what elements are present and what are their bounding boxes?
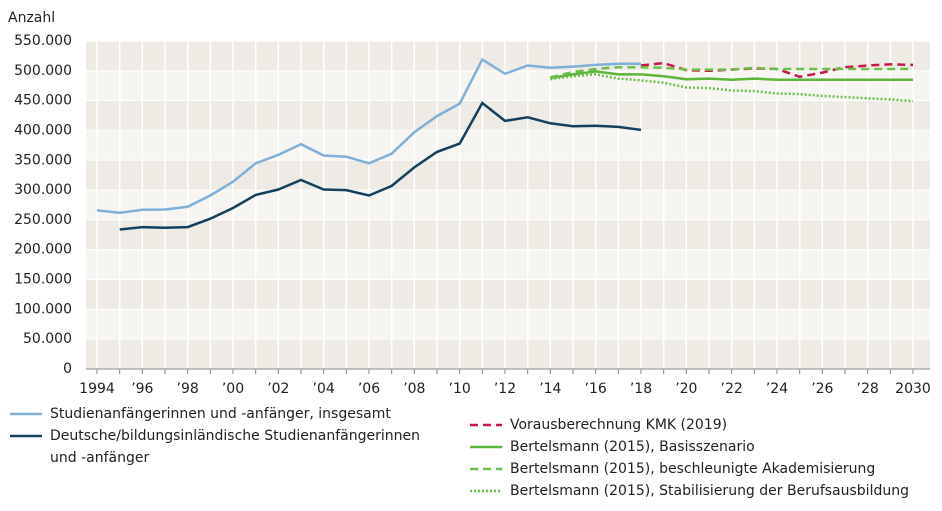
legend-label: Deutsche/bildungsinländische Studienanfä… [50, 428, 420, 466]
y-tick-label: 500.000 [14, 63, 72, 79]
legend-label: Vorausberechnung KMK (2019) [510, 417, 728, 433]
band [86, 279, 930, 310]
legend-item: Studienanfängerinnen und -anfänger, insg… [10, 403, 440, 425]
legend-swatch [470, 423, 502, 427]
x-tick-label: ’98 [177, 381, 199, 397]
y-tick-label: 550.000 [14, 33, 72, 49]
band [86, 190, 930, 220]
legend-item: Bertelsmann (2015), Basisszenario [470, 436, 930, 458]
y-tick-label: 300.000 [14, 182, 72, 198]
series-line [96, 57, 641, 215]
legend-swatch [470, 489, 502, 493]
x-tick-label: ’12 [494, 381, 516, 397]
x-tick-label: ’02 [267, 381, 289, 397]
legend-label: Bertelsmann (2015), Basisszenario [510, 439, 755, 455]
x-tick-label: ’20 [675, 381, 697, 397]
x-tick-label: ’10 [449, 381, 471, 397]
band [86, 219, 930, 250]
chart: Anzahl 0 50.000 100.000 150.000 200.000 250.0… [8, 10, 931, 397]
legend-swatch [470, 467, 502, 471]
y-axis-label: Anzahl [8, 10, 55, 26]
band [86, 249, 930, 280]
y-tick-label: 350.000 [14, 152, 72, 168]
y-tick-label: 400.000 [14, 122, 72, 138]
x-tick-label: ’04 [313, 381, 335, 397]
legend-item: Deutsche/bildungsinländische Studienanfä… [10, 425, 440, 469]
y-tick-label: 100.000 [14, 301, 72, 317]
x-tick-label: ’28 [857, 381, 879, 397]
x-tick-label: 2030 [895, 381, 931, 397]
x-tick-label: ’26 [811, 381, 833, 397]
y-tick-label: 250.000 [14, 212, 72, 228]
legend-item: Bertelsmann (2015), beschleunigte Akadem… [470, 458, 930, 480]
legend-item: Vorausberechnung KMK (2019) [470, 414, 930, 436]
legend-swatch [470, 445, 502, 449]
legend-swatch [10, 412, 42, 416]
series-line [550, 73, 914, 103]
y-tick-label: 50.000 [23, 331, 72, 347]
y-tick-label: 450.000 [14, 93, 72, 109]
series-line [119, 101, 642, 231]
band [86, 160, 930, 191]
legend-swatch [10, 434, 42, 438]
band [86, 130, 930, 161]
y-tick-label: 200.000 [14, 242, 72, 258]
band [86, 309, 930, 340]
legend-label: Bertelsmann (2015), beschleunigte Akadem… [510, 461, 876, 477]
legend-item: Bertelsmann (2015), Stabilisierung der B… [470, 480, 940, 502]
x-tick-label: ’06 [358, 381, 380, 397]
x-tick-label: ’08 [403, 381, 425, 397]
band [86, 70, 930, 101]
x-tick-label: ’16 [585, 381, 607, 397]
band [86, 41, 930, 71]
y-tick-label: 0 [63, 361, 72, 377]
x-tick-label: ’18 [630, 381, 652, 397]
x-tick-label: ’24 [766, 381, 788, 397]
y-tick-label: 150.000 [14, 272, 72, 288]
series-line [550, 70, 913, 82]
legend-label: Bertelsmann (2015), Stabilisierung der B… [510, 483, 909, 499]
x-tick-label: 1994 [79, 381, 115, 397]
x-tick-label: ’22 [721, 381, 743, 397]
series-line [550, 65, 913, 79]
x-tick-label: ’00 [222, 381, 244, 397]
x-tick-label: ’96 [131, 381, 153, 397]
legend-label: Studienanfängerinnen und -anfänger, insg… [50, 406, 391, 422]
band [86, 100, 930, 131]
band [86, 339, 930, 369]
x-tick-label: ’14 [539, 381, 561, 397]
